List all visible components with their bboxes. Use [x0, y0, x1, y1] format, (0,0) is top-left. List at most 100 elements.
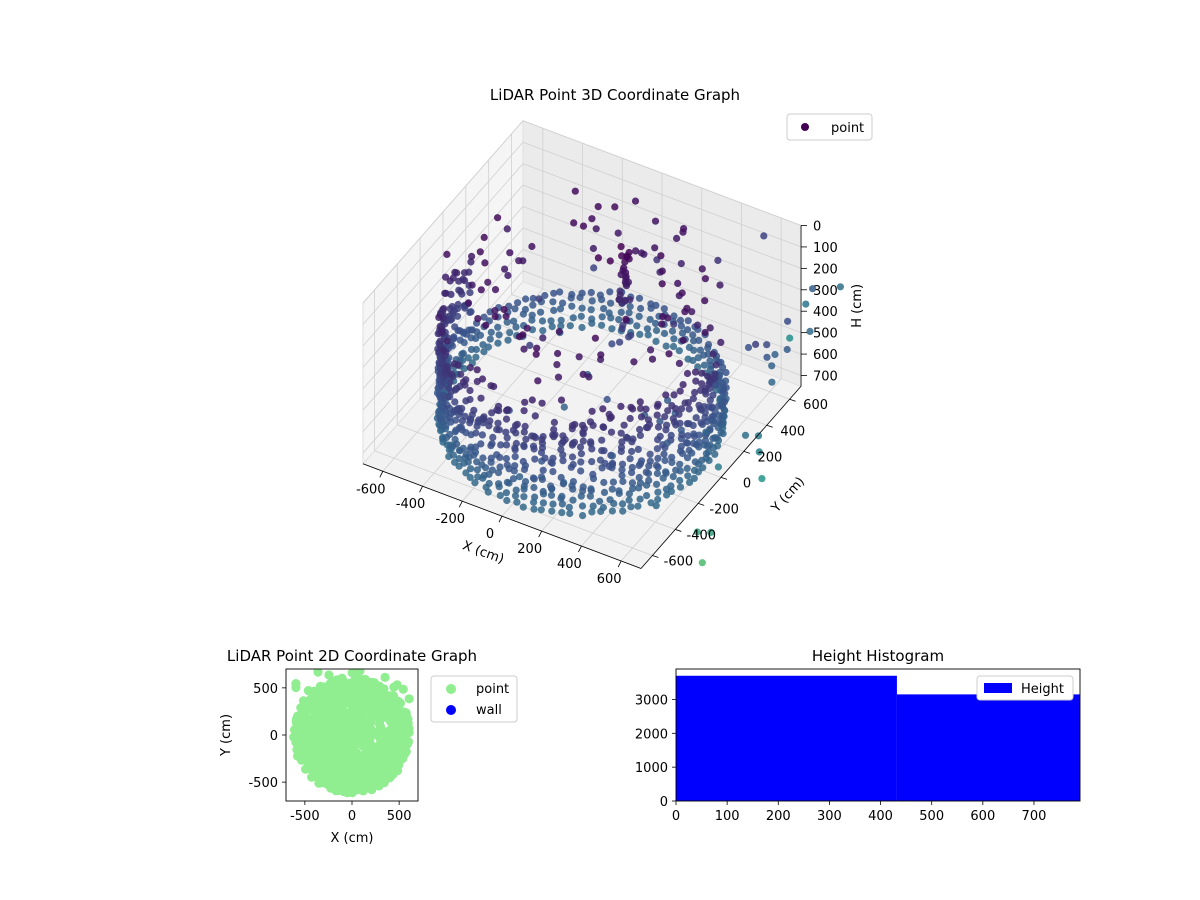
data-point — [635, 312, 643, 320]
data-point — [555, 327, 563, 336]
data-point — [634, 502, 642, 510]
data-point — [529, 301, 537, 309]
data-point — [628, 438, 636, 446]
data-point — [744, 343, 753, 352]
data-point — [670, 312, 678, 320]
data-point — [600, 305, 608, 313]
data-point — [539, 327, 547, 335]
data-point — [719, 363, 727, 371]
y-tick-3d — [789, 398, 796, 402]
data-point — [695, 401, 703, 409]
data-point — [532, 350, 540, 358]
data-point-2d — [377, 697, 387, 707]
data-point — [494, 419, 502, 427]
data-point — [588, 315, 596, 323]
data-point — [443, 337, 451, 345]
data-point — [698, 380, 706, 388]
legend-box — [786, 113, 873, 141]
data-point-2d — [324, 670, 334, 680]
data-point — [784, 317, 792, 325]
data-point — [652, 502, 660, 510]
data-point — [504, 271, 512, 280]
data-point — [547, 458, 555, 466]
y-tick-label-hist: 1000 — [635, 761, 668, 776]
data-point — [451, 323, 459, 331]
data-point — [477, 394, 485, 402]
data-point — [721, 398, 729, 406]
data-point — [484, 488, 492, 496]
z-tick-label-3d: 400 — [813, 305, 838, 320]
data-point — [548, 507, 556, 515]
data-point — [589, 470, 597, 478]
x-tick-3d — [498, 515, 503, 523]
data-point — [478, 375, 487, 383]
data-point — [683, 369, 692, 378]
data-point — [615, 316, 623, 324]
data-point — [458, 404, 466, 413]
data-point — [510, 467, 518, 475]
data-point — [559, 432, 567, 440]
data-point — [683, 326, 692, 334]
y-tick-label-hist: 3000 — [635, 693, 668, 708]
data-point-2d — [365, 728, 375, 738]
data-point — [586, 418, 595, 426]
data-point — [591, 334, 600, 342]
data-point — [553, 361, 561, 369]
data-point — [496, 491, 504, 500]
data-point — [502, 312, 510, 320]
y-tick-label-hist: 0 — [660, 795, 668, 810]
data-point — [626, 302, 634, 311]
x-tick-label-hist: 500 — [919, 809, 944, 824]
y-axis-label-2d: Y (cm) — [219, 714, 234, 757]
y-tick-3d — [766, 424, 773, 428]
data-point — [603, 395, 611, 404]
data-point — [537, 506, 545, 514]
data-point-2d — [355, 730, 365, 740]
data-point — [481, 259, 489, 267]
data-point — [675, 410, 683, 418]
data-point — [578, 304, 586, 312]
data-point-2d — [358, 775, 368, 785]
data-point — [711, 370, 719, 378]
data-point — [449, 451, 457, 459]
data-point — [466, 395, 474, 404]
data-point — [502, 415, 511, 423]
data-point — [556, 288, 564, 296]
data-point — [538, 475, 547, 483]
data-point — [636, 398, 644, 406]
data-point — [511, 492, 520, 500]
data-point — [468, 252, 476, 260]
data-point — [575, 353, 583, 361]
x-tick-label-3d: 600 — [597, 572, 622, 587]
data-point — [809, 285, 817, 293]
data-point-2d — [375, 759, 385, 770]
data-point — [607, 428, 616, 436]
data-point — [547, 317, 555, 325]
data-point — [455, 455, 463, 463]
data-point — [442, 273, 450, 281]
data-point — [496, 463, 504, 471]
data-point — [512, 323, 520, 331]
data-point — [520, 493, 528, 501]
data-point — [632, 247, 640, 255]
data-point — [691, 458, 699, 466]
data-point — [608, 325, 616, 333]
data-point — [768, 362, 776, 370]
data-point-2d — [368, 768, 378, 778]
data-point — [697, 419, 705, 427]
data-point-2d — [376, 722, 386, 733]
data-point — [629, 485, 637, 493]
data-point — [674, 279, 682, 287]
x-tick-label-3d: -400 — [396, 497, 426, 512]
data-point — [491, 286, 500, 294]
data-point — [455, 286, 463, 294]
data-point — [691, 388, 699, 397]
data-point — [480, 348, 488, 356]
data-point — [628, 479, 637, 487]
data-point — [635, 294, 644, 302]
data-point — [626, 414, 634, 423]
data-point — [557, 396, 566, 404]
data-point — [664, 407, 672, 415]
data-point — [616, 338, 624, 346]
data-point — [519, 503, 527, 511]
